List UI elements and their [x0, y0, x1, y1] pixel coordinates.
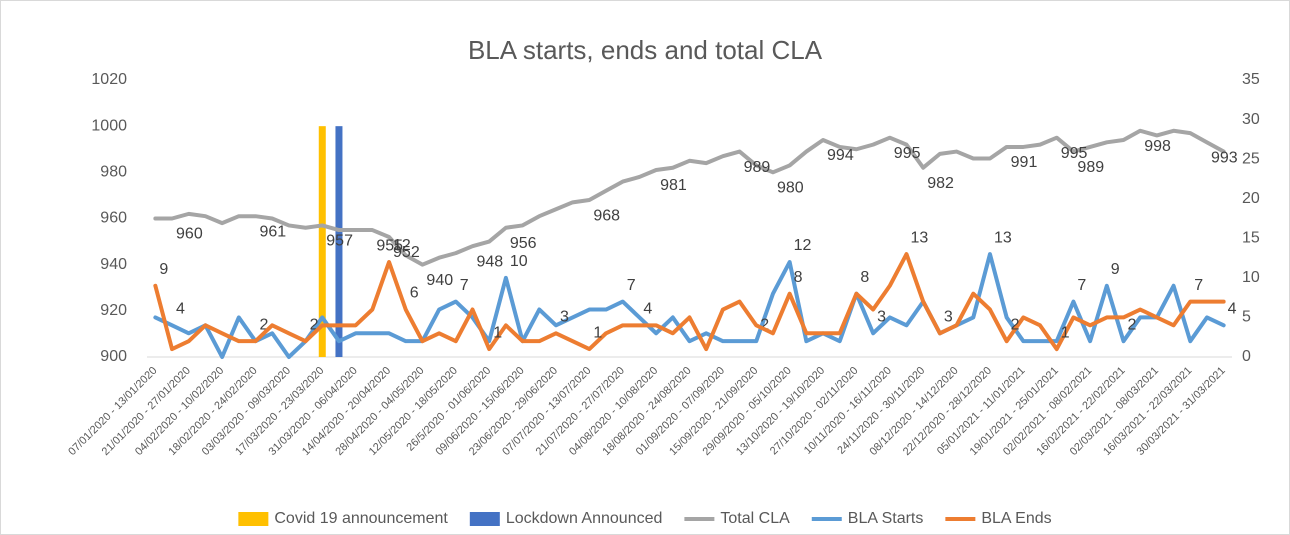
- y2-tick-label: 30: [1242, 111, 1260, 128]
- data-label: 1: [1061, 324, 1070, 341]
- y2-tick-label: 0: [1242, 348, 1251, 365]
- y-tick-label: 940: [100, 256, 127, 273]
- data-label: 994: [827, 147, 854, 164]
- data-label: 9: [159, 261, 168, 278]
- data-label: 3: [560, 308, 569, 325]
- legend-swatch: [238, 512, 269, 526]
- y2-tick-label: 20: [1242, 190, 1260, 207]
- y2-tick-label: 15: [1242, 230, 1260, 247]
- data-label: 4: [176, 301, 185, 318]
- legend-label: Lockdown Announced: [506, 510, 663, 527]
- series-line: [153, 252, 1226, 359]
- y-tick-label: 1000: [91, 117, 127, 134]
- data-label: 956: [510, 235, 537, 252]
- event-bar: [318, 126, 326, 358]
- data-label: 7: [627, 277, 636, 294]
- legend-label: BLA Ends: [981, 510, 1051, 527]
- data-label: 991: [1011, 154, 1038, 171]
- data-label: 940: [426, 272, 453, 289]
- data-label: 952: [393, 244, 420, 261]
- data-label: 995: [1061, 145, 1088, 162]
- legend-label: Covid 19 announcement: [274, 510, 448, 527]
- y2-tick-label: 25: [1242, 150, 1260, 167]
- data-label: 7: [1077, 277, 1086, 294]
- data-label: 989: [744, 159, 771, 176]
- data-label: 2: [1128, 316, 1137, 333]
- data-label: 4: [643, 301, 652, 318]
- series-line: [153, 128, 1226, 267]
- legend-swatch: [469, 512, 500, 526]
- data-label: 948: [477, 253, 504, 270]
- data-label: 961: [260, 223, 287, 240]
- chart-title: BLA starts, ends and total CLA: [468, 35, 823, 65]
- data-label: 9: [1111, 261, 1120, 278]
- y-tick-label: 1020: [91, 71, 127, 88]
- data-label: 7: [1194, 277, 1203, 294]
- data-label: 960: [176, 226, 203, 243]
- y-tick-label: 960: [100, 210, 127, 227]
- y-tick-label: 920: [100, 302, 127, 319]
- legend-label: BLA Starts: [848, 510, 924, 527]
- event-bar: [335, 126, 343, 358]
- data-label: 3: [877, 308, 886, 325]
- data-label: 1: [593, 324, 602, 341]
- y-tick-label: 980: [100, 164, 127, 181]
- data-label: 2: [1011, 316, 1020, 333]
- data-label: 998: [1144, 138, 1171, 155]
- data-label: 995: [894, 145, 921, 162]
- series-line: [153, 252, 1226, 352]
- data-label: 989: [1077, 159, 1104, 176]
- data-label: 8: [794, 269, 803, 286]
- y2-tick-label: 10: [1242, 269, 1260, 286]
- data-label: 4: [1228, 301, 1237, 318]
- data-label: 12: [794, 237, 812, 254]
- data-label: 13: [994, 229, 1012, 246]
- data-label: 2: [260, 316, 269, 333]
- y2-tick-label: 35: [1242, 71, 1260, 88]
- data-label: 8: [860, 269, 869, 286]
- data-label: 1: [493, 324, 502, 341]
- data-label: 957: [326, 233, 353, 250]
- data-label: 13: [911, 229, 929, 246]
- data-label: 12: [393, 237, 411, 254]
- data-label: 2: [760, 316, 769, 333]
- data-label: 968: [593, 207, 620, 224]
- data-label: 982: [927, 175, 954, 192]
- legend-label: Total CLA: [720, 510, 790, 527]
- y2-tick-label: 5: [1242, 309, 1251, 326]
- data-label: 6: [410, 285, 419, 302]
- data-label: 10: [510, 253, 528, 270]
- data-label: 955: [376, 237, 403, 254]
- data-label: 981: [660, 177, 687, 194]
- data-label: 3: [944, 308, 953, 325]
- data-label: 7: [460, 277, 469, 294]
- data-label: 2: [310, 316, 319, 333]
- y-tick-label: 900: [100, 348, 127, 365]
- data-label: 993: [1211, 150, 1238, 167]
- data-label: 980: [777, 180, 804, 197]
